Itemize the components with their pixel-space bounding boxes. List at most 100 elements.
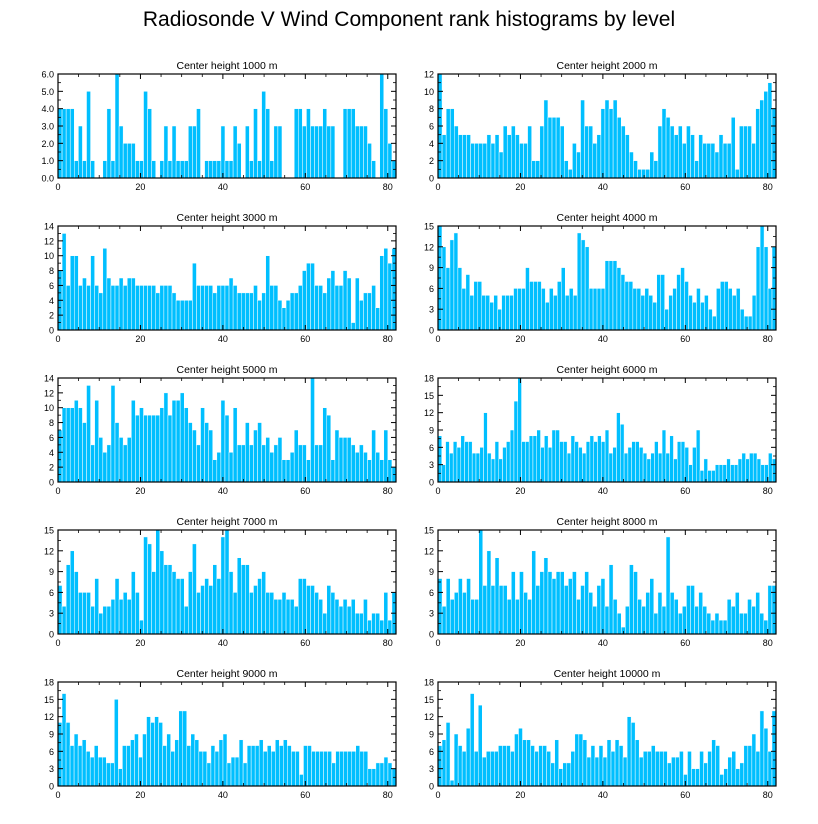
x-tick-label: 40 [598, 638, 608, 648]
histogram-bar [616, 612, 622, 635]
histogram-bar [598, 745, 604, 787]
histogram-bar [218, 739, 224, 787]
histogram-bar [228, 452, 234, 483]
histogram-bar [694, 606, 699, 635]
histogram-bar [487, 452, 492, 483]
histogram-bar [139, 285, 144, 331]
histogram-bar [387, 459, 393, 483]
histogram-bar [326, 414, 332, 483]
histogram-bar [494, 441, 500, 483]
histogram-bar [202, 751, 208, 787]
histogram-bar [90, 255, 95, 331]
histogram-bar [139, 407, 144, 483]
histogram-bar [514, 733, 519, 787]
x-tick-label: 0 [55, 790, 60, 800]
chart-panel-8: Center height 8000 m 0 3 6 9 12 15 0 20 40 60 80 [424, 516, 777, 648]
histogram-bar [660, 274, 665, 331]
histogram-bar [295, 751, 300, 787]
histogram-bar [623, 452, 629, 483]
histogram-bar [620, 274, 626, 331]
histogram-bar [511, 571, 516, 635]
histogram-bar [73, 733, 79, 787]
histogram-bar [375, 762, 381, 787]
histogram-bar [131, 571, 136, 635]
histogram-bar [277, 300, 283, 331]
histogram-bar [751, 143, 756, 179]
histogram-bar [718, 134, 724, 179]
histogram-bar [179, 300, 185, 331]
histogram-bar [57, 722, 63, 787]
y-tick-label: 6 [429, 122, 434, 132]
histogram-bar [661, 606, 667, 635]
histogram-bar [220, 125, 226, 179]
y-tick-label: 3.0 [41, 122, 54, 132]
histogram-bar [506, 441, 511, 483]
histogram-bar [511, 125, 516, 179]
x-tick-label: 60 [300, 334, 310, 344]
histogram-bar [306, 262, 311, 331]
histogram-bar [578, 447, 583, 483]
histogram-bar [600, 288, 606, 331]
histogram-bar [155, 529, 161, 635]
histogram-bar [497, 308, 502, 331]
histogram-bar [334, 285, 340, 331]
histogram-bar [86, 285, 91, 331]
histogram-bar [462, 134, 467, 179]
histogram-bar [739, 762, 745, 787]
histogram-bar [474, 143, 479, 179]
histogram-bar [739, 612, 744, 635]
histogram-bar [249, 292, 254, 331]
panel-title: Center height 2000 m [557, 60, 658, 72]
histogram-bar [175, 300, 181, 331]
histogram-bar [731, 751, 737, 787]
histogram-bar [311, 751, 316, 787]
y-tick-label: 2.0 [41, 139, 54, 149]
histogram-bar [546, 751, 551, 787]
histogram-bar [735, 169, 740, 179]
histogram-bar [688, 295, 693, 331]
histogram-bar [517, 377, 522, 483]
histogram-bar [671, 756, 676, 787]
histogram-bar [667, 762, 672, 787]
histogram-bar [471, 452, 477, 483]
panel-title: Center height 7000 m [177, 516, 278, 528]
histogram-bar [490, 751, 495, 787]
histogram-bar [523, 143, 528, 179]
histogram-bar [118, 437, 124, 483]
histogram-bar [163, 125, 169, 179]
histogram-bar [265, 255, 271, 331]
histogram-bar [97, 756, 103, 787]
histogram-bar [494, 751, 499, 787]
histogram-bar [359, 125, 364, 179]
histogram-bar [657, 125, 663, 179]
histogram-bar [106, 277, 112, 331]
histogram-bar [498, 458, 503, 483]
histogram-bar [490, 143, 496, 179]
histogram-bar [630, 722, 636, 787]
histogram-bar [606, 739, 612, 787]
histogram-bar [151, 285, 156, 331]
histogram-bar [90, 444, 95, 483]
histogram-bar [574, 441, 579, 483]
histogram-bar [359, 300, 364, 331]
chart-panel-1: Center height 1000 m 0.0 1.0 2.0 3.0 4.0 5.0 6.… [41, 60, 397, 192]
histogram-bar [118, 768, 123, 787]
histogram-bar [498, 151, 504, 179]
histogram-bar [714, 612, 720, 635]
histogram-bar [682, 143, 687, 179]
x-tick-label: 0 [435, 790, 440, 800]
histogram-bar [342, 599, 348, 635]
histogram-bar [262, 751, 268, 787]
histogram-bar [468, 441, 473, 483]
histogram-bar [269, 285, 275, 331]
histogram-bar [375, 452, 380, 483]
histogram-bar [342, 108, 348, 179]
histogram-bar [167, 285, 173, 331]
histogram-bar [665, 117, 671, 179]
histogram-bar [114, 422, 120, 483]
histogram-bar [680, 267, 685, 331]
histogram-bar [555, 429, 560, 483]
main-title: Radiosonde V Wind Component rank histogr… [142, 8, 676, 31]
histogram-bar [521, 288, 526, 331]
histogram-bar [527, 125, 532, 179]
